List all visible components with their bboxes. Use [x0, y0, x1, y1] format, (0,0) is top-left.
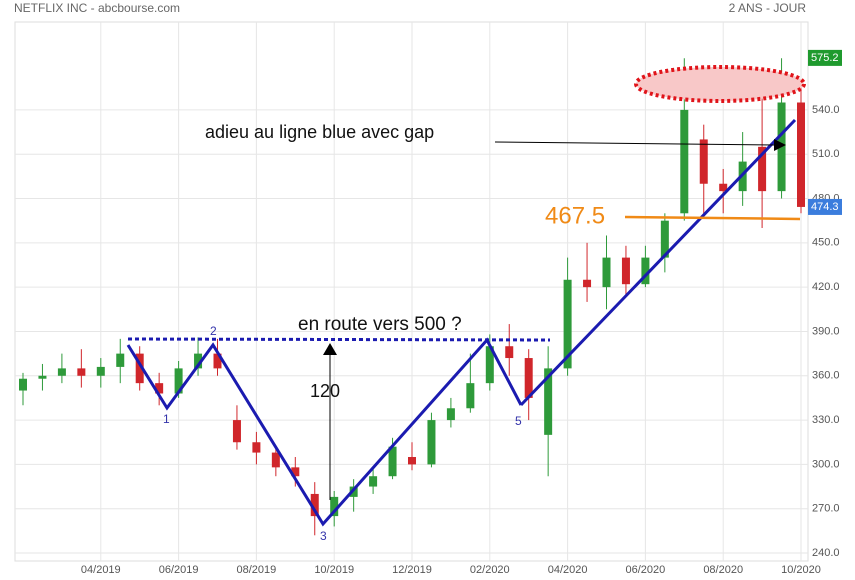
point-label: 1 [163, 412, 170, 426]
x-tick-label: 04/2020 [548, 564, 588, 576]
y-tick-label: 390.0 [812, 325, 840, 337]
point-label: 3 [320, 529, 327, 543]
arrow [494, 141, 776, 146]
price-tag [808, 198, 842, 215]
candle-body [427, 420, 436, 465]
candle-body [583, 279, 592, 288]
candle-body [194, 353, 203, 369]
candle-body [408, 457, 416, 465]
price-tag [808, 49, 842, 66]
candle-body [57, 368, 66, 376]
price-tag-label: 575.2 [811, 52, 839, 64]
x-tick-label: 08/2020 [703, 564, 743, 576]
trend-line [519, 118, 797, 407]
candle-body [505, 346, 514, 359]
candle-body [155, 383, 164, 394]
candle-body [213, 353, 222, 369]
candle-body [96, 366, 105, 376]
level-label: 467.5 [545, 202, 605, 229]
candle-body [797, 102, 805, 207]
x-tick-label: 06/2020 [626, 564, 666, 576]
arrow-head [774, 139, 786, 151]
candle-body [77, 368, 86, 376]
candle-body [563, 279, 572, 369]
candle-body [174, 368, 183, 394]
price-tag-label: 474.3 [811, 201, 839, 213]
candle-body [680, 109, 689, 214]
candle-body [310, 493, 319, 517]
x-tick-label: 06/2019 [159, 564, 199, 576]
candle-body [19, 378, 27, 391]
y-tick-label: 420.0 [812, 281, 840, 293]
x-tick-label: 02/2020 [470, 564, 510, 576]
chart-subtitle: 2 ANS - JOUR [729, 1, 807, 15]
y-tick-label: 300.0 [812, 458, 840, 470]
x-tick-label: 08/2019 [237, 564, 277, 576]
x-tick-label: 10/2020 [781, 564, 821, 576]
candle-body [135, 353, 144, 384]
candle-body [330, 496, 339, 517]
y-tick-label: 540.0 [812, 104, 840, 116]
annotations: adieu au ligne blue avec gap en route ve… [126, 65, 806, 543]
candle-body [485, 346, 494, 384]
candle-body [544, 368, 553, 435]
candle-body [291, 467, 300, 477]
candle-body [271, 452, 280, 468]
arrow-head [323, 343, 337, 355]
neckline [127, 337, 551, 342]
candle-body [602, 257, 611, 288]
x-tick-label: 10/2019 [314, 564, 354, 576]
y-tick-label: 270.0 [812, 503, 840, 515]
candle-body [369, 476, 378, 487]
highlight-ellipse [634, 65, 806, 103]
point-label: 5 [515, 414, 522, 428]
y-tick-label: 450.0 [812, 237, 840, 249]
candle-body [252, 442, 261, 453]
point-label: 2 [210, 324, 217, 338]
candle-body [232, 420, 241, 443]
x-tick-label: 04/2019 [81, 564, 121, 576]
candle-body [621, 257, 630, 285]
candle-body [388, 446, 397, 477]
annotation: adieu au ligne blue avec gap [205, 122, 434, 142]
x-tick-label: 12/2019 [392, 564, 432, 576]
annotation: en route vers 500 ? [298, 314, 462, 335]
y-tick-label: 360.0 [812, 370, 840, 382]
level-line [624, 215, 801, 221]
candle-body [524, 358, 533, 398]
candle-body [641, 257, 650, 285]
annotation: 120 [310, 381, 340, 401]
candle-body [719, 183, 728, 192]
y-tick-label: 330.0 [812, 414, 840, 426]
candle-body [116, 353, 125, 367]
chart-title: NETFLIX INC - abcbourse.com [14, 1, 180, 15]
candle-body [699, 139, 708, 184]
candle-body [466, 383, 475, 409]
pattern-line [126, 337, 523, 527]
y-tick-label: 240.0 [812, 547, 840, 559]
candle-body [38, 375, 47, 379]
candle-body [660, 220, 669, 258]
candle-body [446, 408, 455, 421]
y-tick-label: 510.0 [812, 148, 840, 160]
candle-body [758, 146, 767, 192]
